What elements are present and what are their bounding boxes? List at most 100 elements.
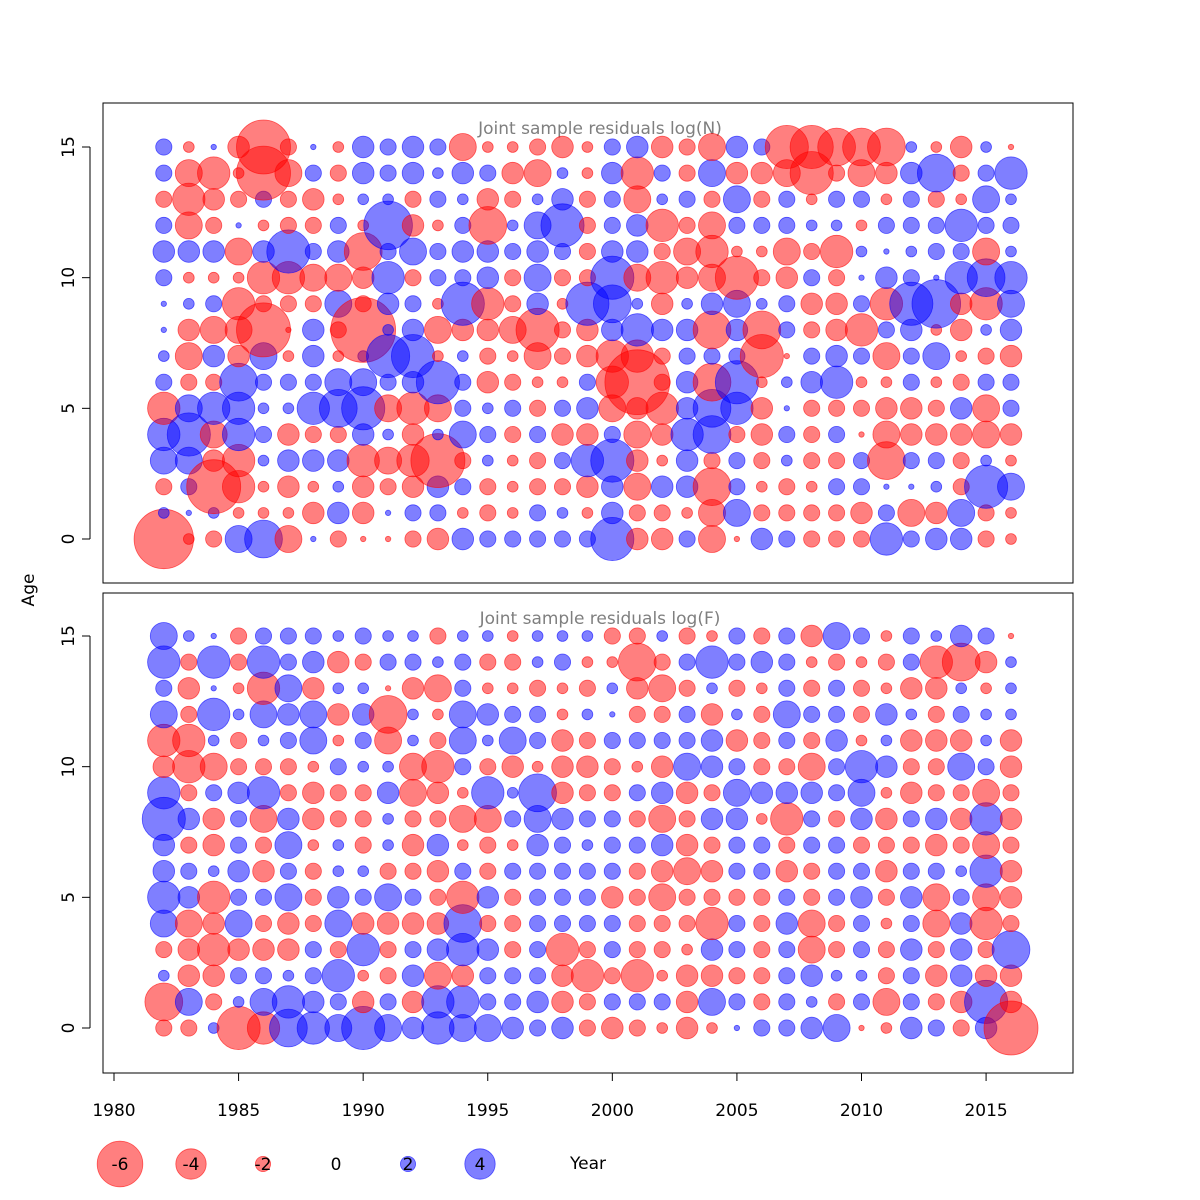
residual-bubble [651,527,674,551]
residual-bubble [479,836,497,854]
residual-bubble [481,630,494,642]
residual-bubble [803,810,821,828]
residual-bubble [830,969,843,982]
residual-bubble [952,373,970,391]
residual-bubble [254,627,272,645]
residual-bubble [728,627,746,645]
residual-bubble [825,318,848,342]
residual-bubble [653,941,671,959]
residual-bubble [551,807,574,831]
residual-bubble [805,219,818,232]
residual-bubble [927,1019,945,1037]
residual-bubble [199,752,228,781]
residual-bubble [698,988,726,1016]
residual-bubble [432,350,444,362]
residual-bubble [800,292,823,316]
residual-bubble [506,839,519,851]
residual-bubble [185,509,192,517]
residual-bubble [925,677,948,700]
residual-bubble [581,167,594,179]
residual-bubble [853,941,871,959]
residual-bubble [902,373,920,391]
residual-bubble [332,480,345,493]
residual-bubble [578,810,596,828]
x-tick-label: 2010 [840,1101,883,1121]
residual-bubble [753,967,771,985]
residual-bubble [506,630,519,642]
residual-bubble [232,507,245,519]
y-tick-label: 0 [59,534,79,545]
residual-bubble [651,860,674,883]
residual-bubble [731,708,743,721]
residual-bubble [969,802,1003,836]
residual-bubble [877,216,895,234]
residual-bubble [999,807,1023,831]
residual-bubble [299,263,328,292]
residual-bubble [329,164,347,182]
residual-bubble [880,1022,893,1034]
residual-bubble [947,752,976,781]
residual-bubble [603,627,621,645]
y-tick-label: 15 [59,136,79,158]
residual-bubble [628,836,646,854]
residual-bubble [922,909,951,938]
residual-bubble [332,839,345,851]
residual-bubble [526,833,549,857]
residual-bubble [578,732,596,750]
residual-bubble [675,964,699,987]
residual-bubble [224,237,253,266]
residual-bubble [1002,915,1020,933]
residual-bubble [997,289,1025,318]
residual-bubble [578,373,596,391]
residual-bubble [853,679,871,697]
residual-bubble [723,185,751,214]
residual-bubble [429,190,447,208]
residual-bubble [950,729,973,752]
residual-bubble [603,810,621,828]
residual-bubble [501,755,524,778]
residual-bubble [703,452,721,470]
residual-bubble [479,993,497,1011]
residual-bubble [451,161,475,185]
residual-bubble [930,141,943,153]
residual-bubble [952,1019,970,1037]
residual-bubble [254,373,272,391]
residual-bubble [529,530,547,548]
residual-bubble [623,472,652,501]
residual-bubble [803,732,821,750]
residual-bubble [927,216,945,234]
residual-bubble [955,350,967,362]
residual-bubble [329,530,347,548]
residual-bubble [426,938,450,961]
residual-bubble [980,734,992,747]
residual-bubble [803,888,821,906]
residual-bubble [581,507,594,519]
residual-bubble [479,425,497,443]
residual-bubble [183,533,195,545]
residual-bubble [800,781,823,805]
residual-bubble [354,295,372,313]
residual-bubble [651,833,674,857]
residual-bubble [523,263,552,292]
residual-bubble [429,627,447,645]
residual-bubble [581,839,594,851]
residual-bubble [310,143,317,151]
residual-bubble [329,810,347,828]
residual-bubble [371,261,405,295]
residual-bubble [324,368,353,397]
residual-bubble [778,888,796,906]
residual-bubble [282,969,295,982]
residual-bubble [825,729,848,752]
residual-bubble [941,642,981,682]
residual-bubble [576,423,599,446]
residual-bubble [506,141,519,153]
residual-bubble [1005,193,1017,206]
residual-bubble [401,677,425,700]
residual-bubble [448,420,477,449]
residual-bubble [1005,656,1017,668]
residual-bubble [307,839,320,851]
residual-bubble [479,478,497,496]
residual-bubble [230,732,248,750]
residual-bubble [902,627,920,645]
residual-bubble [174,909,203,938]
